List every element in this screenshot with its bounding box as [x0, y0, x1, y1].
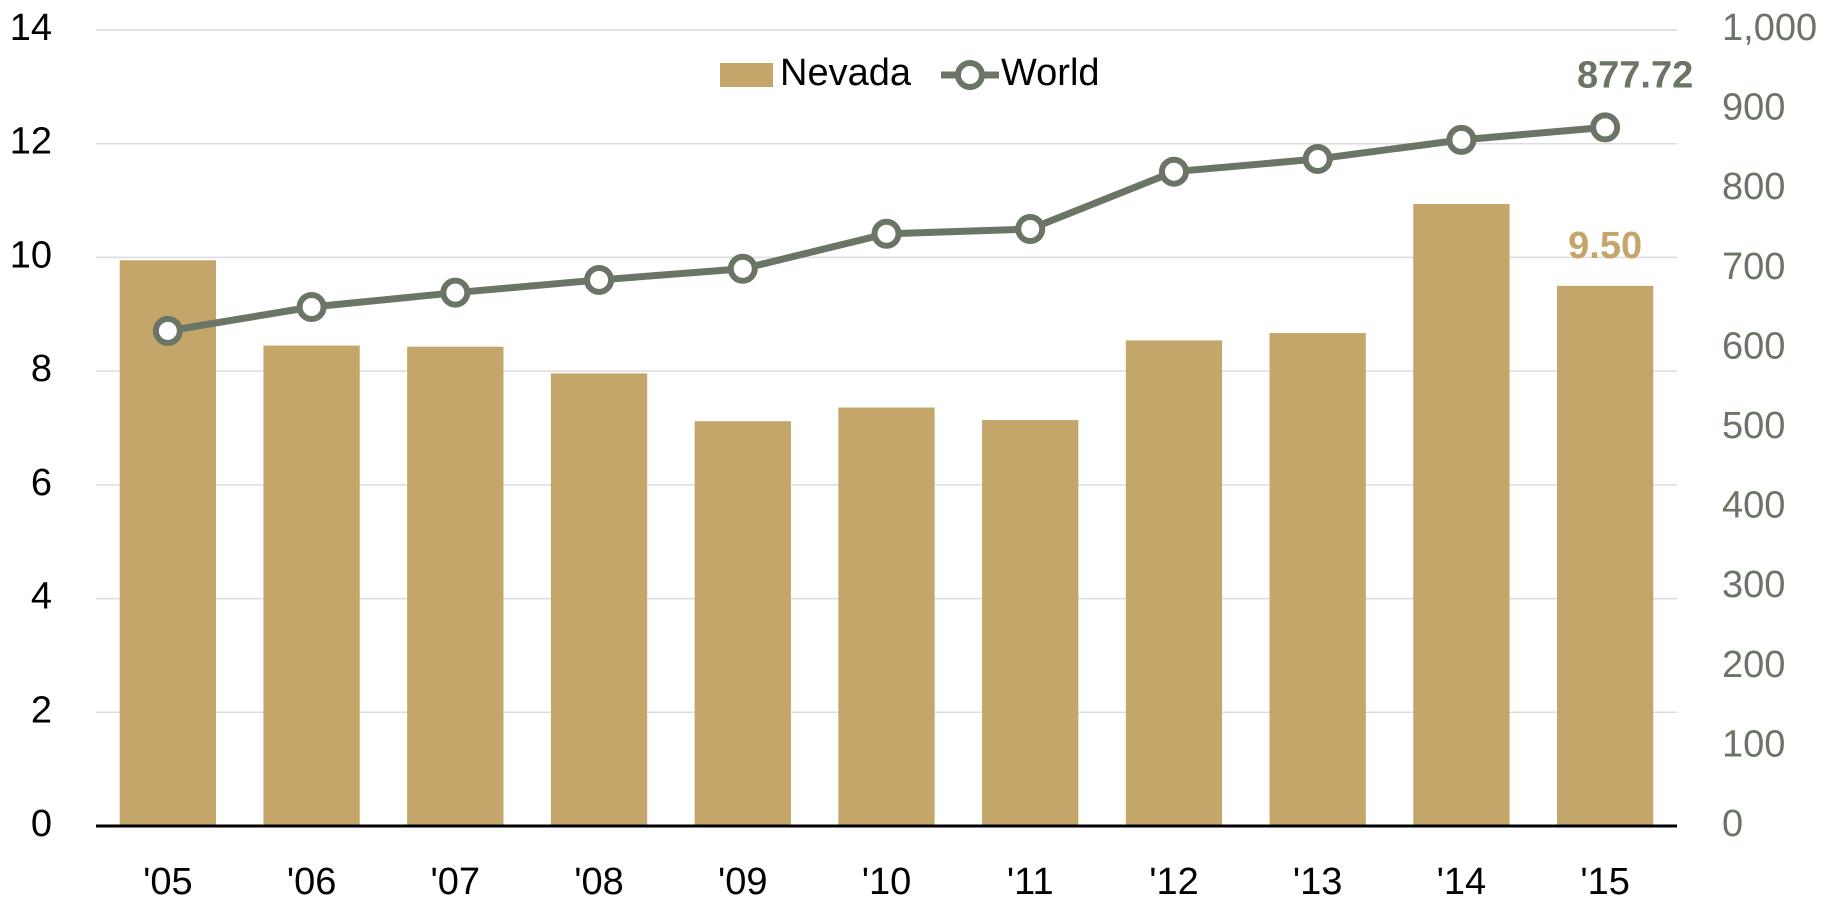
y2-tick-label: 600 [1722, 325, 1785, 367]
x-tick-label: '10 [862, 861, 912, 903]
marker [871, 218, 902, 249]
x-tick-label: '08 [574, 861, 624, 903]
legend-label: World [1001, 52, 1100, 94]
y-tick-label: 4 [31, 576, 52, 618]
legend-marker [954, 60, 985, 90]
x-tick-label: '14 [1437, 861, 1487, 903]
y2-tick-label: 100 [1722, 723, 1785, 765]
bar [1413, 203, 1510, 827]
y2-tick-label: 700 [1722, 246, 1785, 288]
marker [296, 292, 327, 323]
bar [1125, 340, 1223, 826]
x-tick-label: '15 [1580, 861, 1630, 903]
marker [1590, 112, 1621, 143]
legend-swatch [720, 63, 773, 87]
bar [550, 373, 648, 826]
y-tick-label: 12 [10, 121, 52, 163]
legend-label: Nevada [780, 52, 912, 94]
marker [440, 277, 471, 308]
y-tick-label: 6 [31, 462, 52, 504]
marker [584, 264, 615, 295]
bar [263, 345, 360, 826]
y2-tick-label: 800 [1722, 166, 1785, 208]
data-label: 9.50 [1568, 225, 1642, 267]
bar [694, 421, 791, 826]
marker [1015, 214, 1046, 244]
marker [152, 315, 183, 346]
marker [1302, 143, 1333, 174]
x-tick-label: '11 [1007, 861, 1054, 903]
bar [982, 420, 1079, 826]
y2-tick-label: 500 [1722, 405, 1785, 447]
bar [1556, 285, 1654, 826]
marker [1158, 156, 1189, 187]
y-tick-label: 10 [10, 234, 52, 276]
data-label: 877.72 [1577, 54, 1693, 96]
y2-tick-label: 0 [1722, 803, 1743, 845]
y2-tick-label: 400 [1722, 485, 1785, 527]
x-tick-label: '07 [431, 861, 481, 903]
marker [1446, 124, 1477, 155]
y2-tick-label: 900 [1722, 87, 1785, 129]
x-tick-label: '06 [287, 861, 337, 903]
y2-tick-label: 200 [1722, 644, 1785, 686]
y-tick-label: 0 [31, 803, 52, 845]
x-tick-label: '13 [1293, 861, 1343, 903]
marker [727, 253, 758, 284]
bar [407, 346, 504, 826]
y-tick-label: 8 [31, 348, 52, 390]
y2-tick-label: 300 [1722, 564, 1785, 606]
bar [1269, 333, 1366, 826]
x-tick-label: '12 [1149, 861, 1199, 903]
bar [119, 260, 217, 826]
bar [838, 407, 935, 826]
y-tick-label: 14 [10, 7, 52, 49]
x-tick-label: '09 [718, 861, 768, 903]
y2-tick-label: 1,000 [1722, 7, 1817, 49]
y-tick-label: 2 [31, 689, 52, 731]
x-tick-label: '05 [143, 861, 193, 903]
